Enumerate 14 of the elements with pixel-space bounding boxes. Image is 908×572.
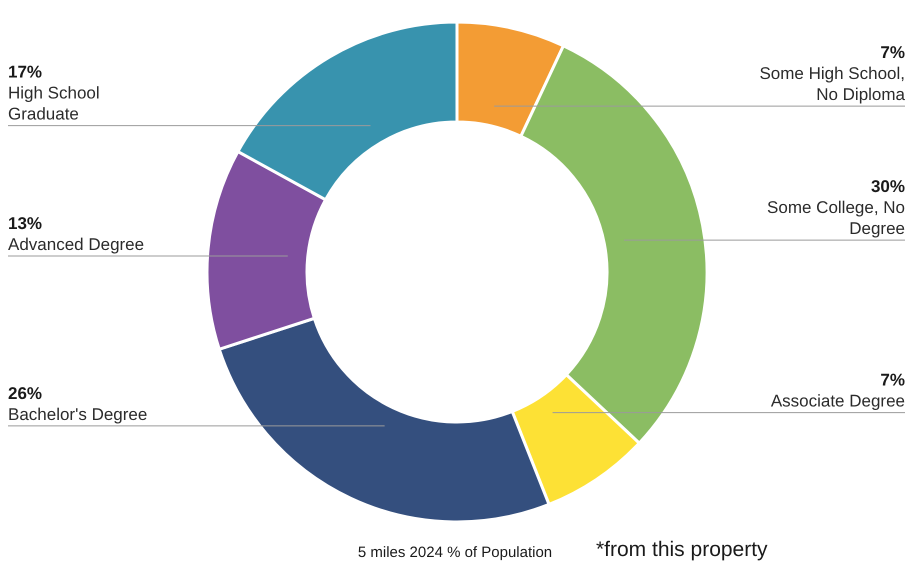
- data-label: 30%: [870, 177, 905, 196]
- data-label: 26%: [8, 384, 42, 403]
- slice-label: Associate Degree: [770, 392, 905, 411]
- text: *from this property: [596, 538, 768, 561]
- slice-label: Some High School, No Diploma: [759, 64, 906, 104]
- data-label: 7%: [880, 370, 905, 390]
- data-label: 17%: [8, 62, 42, 82]
- slice-label: Advanced Degree: [8, 235, 144, 254]
- slice-label: High School Graduate: [8, 84, 100, 124]
- text: 5 miles 2024 % of Population: [358, 544, 552, 561]
- data-label: 13%: [8, 214, 42, 233]
- slice-label: Some College, No Degree: [767, 198, 905, 238]
- slice-label: Bachelor's Degree: [8, 404, 148, 424]
- data-label: 7%: [880, 43, 905, 62]
